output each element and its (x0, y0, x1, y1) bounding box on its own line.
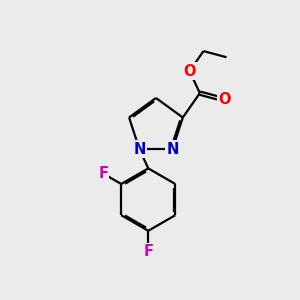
Text: N: N (167, 142, 179, 157)
Text: N: N (133, 142, 145, 157)
Text: O: O (218, 92, 230, 107)
Text: O: O (183, 64, 196, 79)
Text: F: F (143, 244, 153, 259)
Text: F: F (98, 166, 108, 181)
